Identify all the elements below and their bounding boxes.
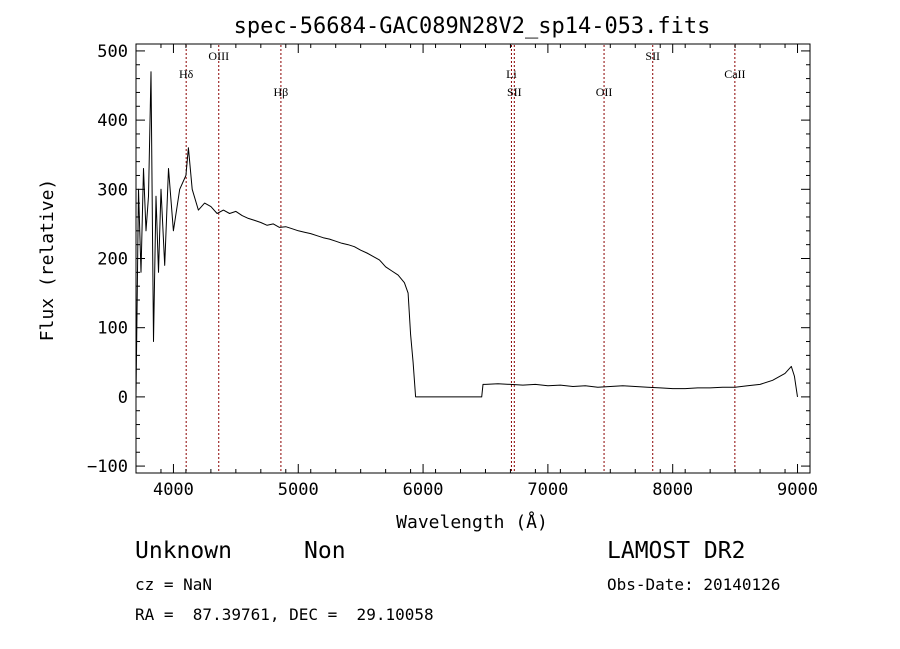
plot-frame bbox=[135, 43, 811, 474]
coordinates: RA = 87.39761, DEC = 29.10058 bbox=[135, 605, 434, 624]
x-tick-label: 4000 bbox=[153, 480, 194, 500]
y-tick-label: 100 bbox=[97, 319, 128, 339]
axes: 4000 5000 6000 7000 8000 9000 −100 0 100 200 300 40… bbox=[87, 42, 818, 500]
spectrum-series bbox=[135, 71, 798, 398]
spectral-line-label: SII bbox=[507, 85, 522, 99]
spectral-line-label: CaII bbox=[724, 67, 745, 81]
y-axis-label: Flux (relative) bbox=[37, 179, 58, 342]
spectrum-line bbox=[135, 71, 798, 398]
y-tick-label: 400 bbox=[97, 111, 128, 131]
spectral-line-label: Hδ bbox=[179, 67, 194, 81]
x-tick-label: 7000 bbox=[527, 480, 568, 500]
spectral-line-label: SII bbox=[645, 49, 660, 63]
x-tick-label: 9000 bbox=[777, 480, 818, 500]
spectral-line-markers: Hδ OIII Hβ Li SII OII SII CaII bbox=[179, 45, 746, 472]
spectral-line-label: Li bbox=[506, 67, 517, 81]
redshift-value: cz = NaN bbox=[135, 575, 213, 594]
spectral-line-label: OIII bbox=[208, 49, 229, 63]
y-tick-label: 200 bbox=[97, 250, 128, 270]
y-tick-label: 300 bbox=[97, 180, 128, 200]
survey-label: LAMOST DR2 bbox=[607, 538, 746, 564]
spectral-line-label: Hβ bbox=[274, 85, 289, 99]
obs-date: Obs-Date: 20140126 bbox=[607, 575, 781, 594]
object-class: Unknown bbox=[135, 538, 232, 564]
object-subclass: Non bbox=[304, 538, 346, 564]
x-tick-label: 6000 bbox=[403, 480, 444, 500]
y-tick-label: −100 bbox=[87, 457, 128, 477]
chart-title: spec-56684-GAC089N28V2_sp14-053.fits bbox=[234, 14, 711, 39]
x-tick-label: 8000 bbox=[652, 480, 693, 500]
spectral-line-label: OII bbox=[596, 85, 613, 99]
y-tick-label: 500 bbox=[97, 42, 128, 62]
x-axis-label: Wavelength (Å) bbox=[396, 511, 548, 533]
x-tick-label: 5000 bbox=[278, 480, 319, 500]
y-tick-label: 0 bbox=[118, 388, 128, 408]
